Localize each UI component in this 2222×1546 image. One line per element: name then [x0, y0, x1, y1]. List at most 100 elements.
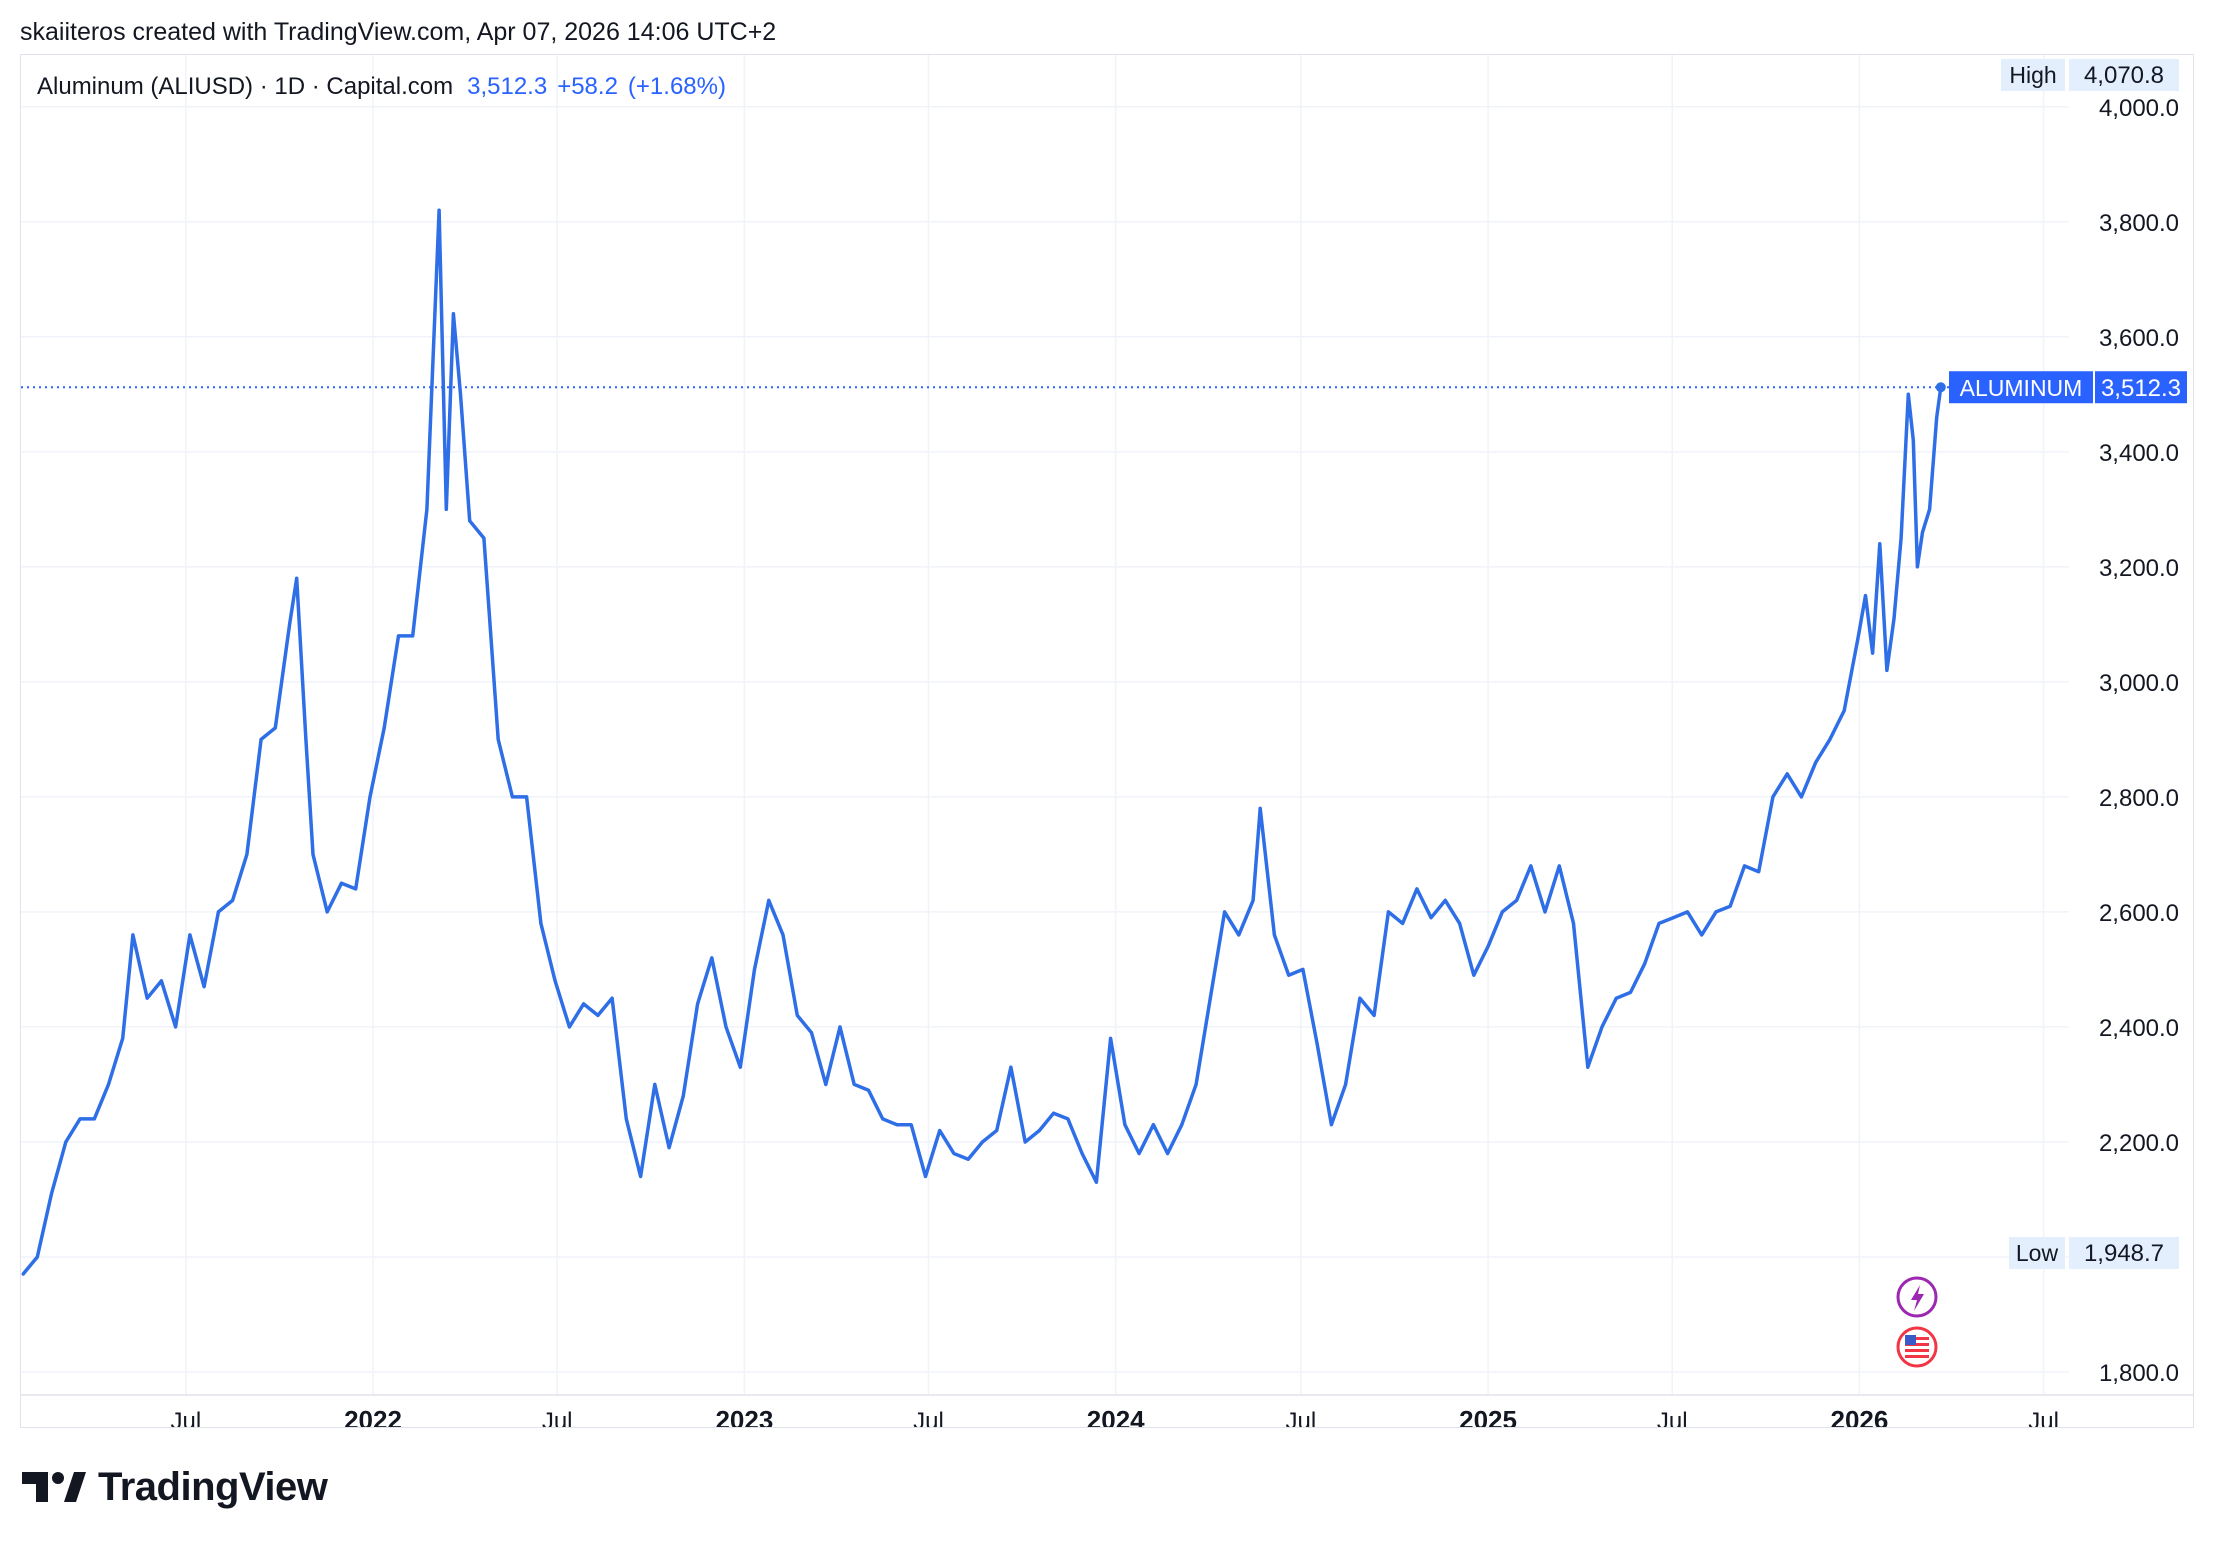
- price-point: [895, 1123, 899, 1127]
- price-point: [1814, 760, 1818, 764]
- price-point: [1251, 898, 1255, 902]
- last-price-marker: [1935, 382, 1946, 393]
- price-point: [325, 910, 329, 914]
- price-point: [767, 898, 771, 902]
- us-flag-event-icon: [1896, 1326, 1938, 1368]
- y-tick-label: 2,200.0: [2099, 1130, 2179, 1157]
- price-point: [1685, 910, 1689, 914]
- price-point: [1671, 916, 1675, 920]
- price-point: [92, 1117, 96, 1121]
- price-point: [539, 921, 543, 925]
- tradingview-logo[interactable]: TradingView: [22, 1462, 328, 1512]
- price-point: [1344, 1082, 1348, 1086]
- price-point: [624, 1117, 628, 1121]
- price-point: [1472, 973, 1476, 977]
- price-point: [1272, 933, 1276, 937]
- chart-frame[interactable]: 1,800.02,000.02,200.02,400.02,600.02,800…: [20, 54, 2194, 1428]
- price-point: [1557, 864, 1561, 868]
- price-point: [1614, 996, 1618, 1000]
- high-value-box: [2069, 59, 2179, 91]
- price-point: [1842, 709, 1846, 713]
- price-point: [639, 1174, 643, 1178]
- price-point: [1543, 910, 1547, 914]
- price-point: [866, 1088, 870, 1092]
- price-point: [525, 795, 529, 799]
- price-point: [288, 622, 292, 626]
- chart-legend: Aluminum (ALIUSD) · 1D · Capital.com 3,51…: [37, 73, 736, 101]
- price-point: [382, 726, 386, 730]
- price-point: [451, 312, 455, 316]
- price-point: [795, 1013, 799, 1017]
- price-point: [396, 634, 400, 638]
- flag-stripe: [1905, 1337, 1929, 1340]
- price-point: [1757, 870, 1761, 874]
- price-point: [1742, 864, 1746, 868]
- price-point: [1237, 933, 1241, 937]
- price-point: [1386, 910, 1390, 914]
- price-series-line: [21, 208, 1943, 1276]
- price-point: [1429, 916, 1433, 920]
- price-point: [510, 795, 514, 799]
- price-chart[interactable]: 1,800.02,000.02,200.02,400.02,600.02,800…: [21, 55, 2194, 1428]
- last-label-box: [1949, 371, 2093, 404]
- price-point: [174, 1025, 178, 1029]
- last-label: ALUMINUM: [1960, 375, 2083, 401]
- legend-values: 3,512.3 +58.2 (+1.68%): [467, 73, 736, 100]
- price-point: [1657, 921, 1661, 925]
- price-point: [1500, 910, 1504, 914]
- price-point: [482, 536, 486, 540]
- price-point: [1871, 651, 1875, 655]
- price-point: [1137, 1151, 1141, 1155]
- price-point: [995, 1128, 999, 1132]
- price-point: [1700, 933, 1704, 937]
- price-point: [1443, 898, 1447, 902]
- price-point: [50, 1192, 54, 1196]
- price-point: [459, 392, 463, 396]
- price-point: [738, 1065, 742, 1069]
- price-point: [1180, 1123, 1184, 1127]
- price-point: [923, 1174, 927, 1178]
- price-point: [411, 634, 415, 638]
- high-label-box: [2001, 59, 2065, 91]
- price-point: [1529, 864, 1533, 868]
- price-point: [1728, 904, 1732, 908]
- price-point: [1315, 1042, 1319, 1046]
- price-point: [653, 1082, 657, 1086]
- price-point: [1878, 542, 1882, 546]
- price-point: [966, 1157, 970, 1161]
- y-tick-label: 3,800.0: [2099, 210, 2179, 237]
- y-tick-label: 2,400.0: [2099, 1015, 2179, 1042]
- price-point: [1151, 1123, 1155, 1127]
- low-value-box: [2069, 1237, 2179, 1269]
- price-point: [159, 979, 163, 983]
- price-point: [1643, 962, 1647, 966]
- legend-symbol: Aluminum (ALIUSD) · 1D · Capital.com: [37, 73, 454, 100]
- x-tick-label: Jul: [170, 1408, 201, 1428]
- price-point: [1828, 737, 1832, 741]
- price-point: [724, 1025, 728, 1029]
- price-point: [1629, 990, 1633, 994]
- y-tick-label: 1,800.0: [2099, 1360, 2179, 1387]
- price-point: [1287, 973, 1291, 977]
- price-point: [909, 1123, 913, 1127]
- price-point: [444, 507, 448, 511]
- price-point: [295, 576, 299, 580]
- price-point: [1258, 806, 1262, 810]
- price-point: [21, 1272, 25, 1276]
- price-point: [1009, 1065, 1013, 1069]
- price-point: [1572, 921, 1576, 925]
- price-point: [1935, 415, 1939, 419]
- price-point: [1401, 921, 1405, 925]
- price-point: [1885, 668, 1889, 672]
- x-tick-label: 2026: [1830, 1405, 1888, 1428]
- price-point: [1415, 887, 1419, 891]
- price-point: [753, 967, 757, 971]
- price-point: [304, 737, 308, 741]
- y-tick-label: 3,600.0: [2099, 325, 2179, 352]
- x-tick-label: Jul: [913, 1408, 944, 1428]
- flag-canton: [1905, 1335, 1916, 1345]
- price-point: [437, 208, 441, 212]
- y-tick-label: 4,000.0: [2099, 95, 2179, 122]
- price-point: [145, 996, 149, 1000]
- legend-price: 3,512.3: [467, 73, 548, 100]
